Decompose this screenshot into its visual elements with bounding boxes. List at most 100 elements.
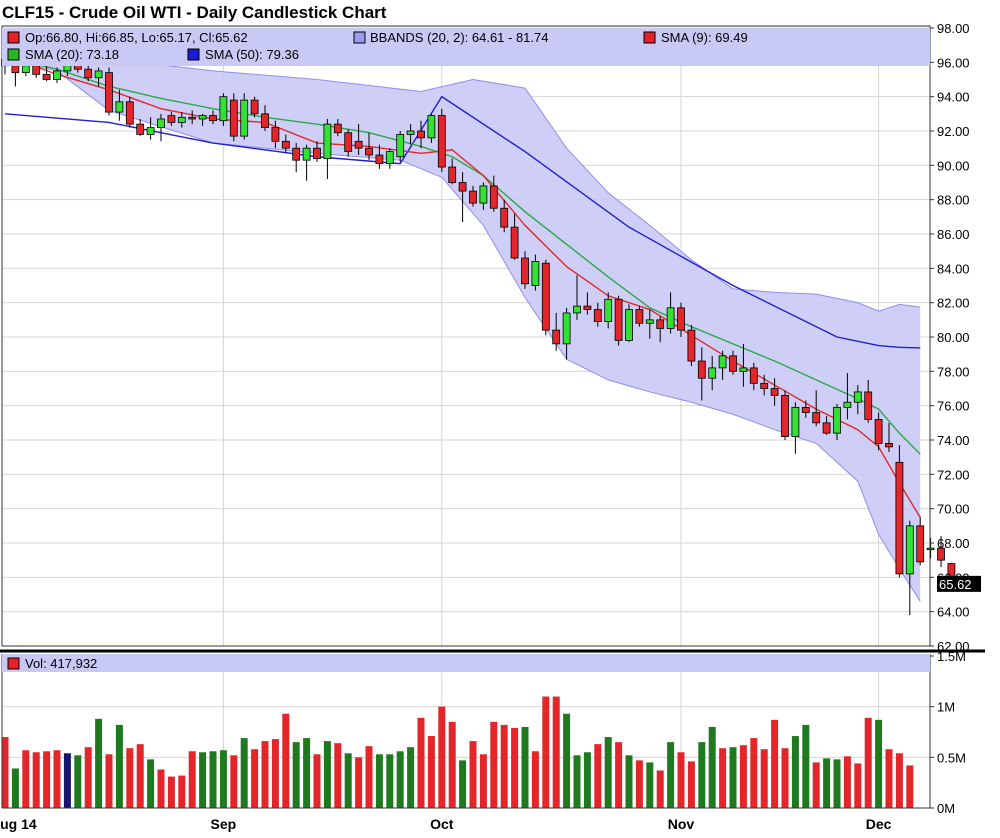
price-tick-label: 68.00 bbox=[937, 536, 970, 551]
candle-body bbox=[573, 305, 581, 314]
sma20-line bbox=[4, 56, 921, 455]
volume-bar bbox=[22, 750, 30, 808]
candle-body bbox=[635, 309, 644, 324]
volume-bar bbox=[84, 747, 92, 808]
volume-bar bbox=[344, 753, 352, 808]
volume-bar bbox=[563, 713, 571, 808]
price-pane-border bbox=[1, 25, 931, 647]
sma20-legend-label: SMA (20): 73.18 bbox=[25, 47, 119, 62]
volume-bar bbox=[386, 754, 394, 808]
volume-bar bbox=[261, 741, 269, 808]
volume-bar bbox=[271, 739, 279, 808]
candle-body bbox=[448, 166, 457, 183]
candle bbox=[729, 350, 737, 375]
candle-body bbox=[510, 226, 519, 259]
candle bbox=[365, 132, 373, 161]
candle bbox=[281, 134, 290, 154]
volume-bar bbox=[739, 745, 747, 808]
candle-body bbox=[354, 140, 363, 149]
volume-tick-label: 1.5M bbox=[937, 649, 966, 664]
bollinger-upper-line bbox=[4, 30, 921, 312]
volume-bar bbox=[396, 751, 404, 808]
volume-bar bbox=[74, 755, 82, 808]
candle bbox=[177, 112, 186, 128]
candle bbox=[801, 400, 810, 418]
candle-body bbox=[604, 298, 613, 322]
volume-bar bbox=[126, 748, 134, 808]
candle bbox=[749, 362, 758, 391]
candle bbox=[926, 537, 935, 559]
candle-body bbox=[812, 412, 821, 424]
candle-body bbox=[864, 391, 873, 420]
volume-bar bbox=[833, 759, 841, 808]
candle bbox=[406, 124, 415, 145]
candle-body bbox=[281, 140, 290, 149]
volume-legend-label: Vol: 417,932 bbox=[25, 656, 97, 671]
candle-body bbox=[614, 298, 623, 341]
candle-body bbox=[926, 547, 935, 551]
candle-body bbox=[302, 147, 311, 161]
price-tick-label: 90.00 bbox=[937, 158, 970, 173]
volume-bar bbox=[95, 718, 103, 808]
volume-bar bbox=[875, 719, 883, 808]
candle bbox=[105, 67, 113, 116]
price-axis: 98.00 96.00 94.00 92.00 90.00 88.00 86.00 84.00… bbox=[930, 21, 970, 654]
candle bbox=[302, 144, 311, 181]
sma9-legend-swatch bbox=[643, 31, 656, 44]
candle-body bbox=[344, 132, 353, 152]
volume-bar bbox=[791, 736, 799, 808]
candle-body bbox=[396, 134, 405, 158]
candle-body bbox=[645, 319, 654, 324]
candle bbox=[666, 292, 675, 334]
candle bbox=[853, 385, 862, 415]
volume-bar bbox=[178, 775, 186, 808]
volume-bar bbox=[32, 752, 40, 808]
candle bbox=[885, 422, 893, 453]
bollinger-band-area bbox=[5, 31, 921, 602]
candle-body bbox=[271, 127, 280, 142]
candle bbox=[552, 312, 561, 351]
candle-body bbox=[167, 115, 176, 123]
candle bbox=[833, 403, 841, 440]
volume-bar bbox=[864, 717, 872, 808]
candle bbox=[510, 213, 519, 260]
candle-body bbox=[198, 115, 207, 120]
volume-bar bbox=[334, 743, 342, 808]
candle bbox=[916, 517, 925, 566]
volume-bar bbox=[219, 750, 227, 808]
candle bbox=[209, 110, 217, 125]
candle-body bbox=[219, 96, 228, 122]
candle-body bbox=[417, 130, 425, 139]
price-tick-label: 88.00 bbox=[937, 193, 970, 208]
volume-bar bbox=[646, 762, 654, 808]
volume-bar bbox=[438, 706, 446, 808]
volume-tick-label: 1M bbox=[937, 700, 955, 715]
volume-bar bbox=[635, 760, 643, 808]
candle-body bbox=[292, 147, 301, 161]
volume-bar bbox=[667, 742, 675, 808]
candle bbox=[458, 172, 467, 222]
volume-bar bbox=[802, 724, 810, 808]
candle-body bbox=[843, 401, 852, 408]
volume-bar bbox=[719, 748, 727, 808]
bollinger-band-fill bbox=[4, 30, 921, 602]
volume-bar bbox=[812, 762, 820, 808]
candle bbox=[739, 343, 748, 387]
candle-body bbox=[801, 406, 810, 413]
candle bbox=[417, 120, 425, 149]
candle-body bbox=[781, 394, 789, 437]
candle-body bbox=[105, 72, 113, 113]
volume-bar bbox=[115, 724, 123, 808]
candle bbox=[781, 390, 789, 440]
volume-bar bbox=[677, 752, 685, 808]
candle bbox=[573, 275, 581, 320]
volume-bar bbox=[708, 726, 716, 808]
candle-body bbox=[656, 319, 665, 329]
volume-bar bbox=[11, 768, 19, 808]
price-tick-label: 70.00 bbox=[937, 502, 970, 517]
volume-bar bbox=[750, 738, 758, 808]
candle bbox=[791, 402, 800, 454]
sma9-line bbox=[4, 54, 921, 518]
candle bbox=[53, 67, 61, 83]
